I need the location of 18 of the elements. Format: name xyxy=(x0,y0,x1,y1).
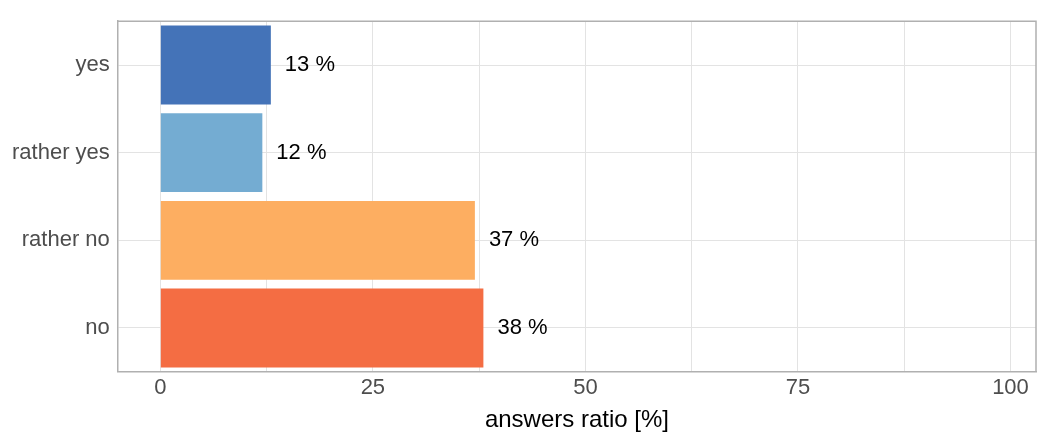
data-label: 12 % xyxy=(276,138,327,164)
bar xyxy=(160,288,484,368)
x-tick-label: 25 xyxy=(360,374,386,400)
y-tick-label: no xyxy=(85,314,110,340)
x-tick-label: 50 xyxy=(573,374,598,400)
data-label: 37 % xyxy=(488,226,540,252)
x-tick-label: 0 xyxy=(154,374,167,400)
y-tick-label: rather no xyxy=(21,226,110,252)
y-tick-label: yes xyxy=(75,51,110,77)
data-label: 38 % xyxy=(497,314,548,340)
bar xyxy=(160,113,263,193)
bar xyxy=(160,25,271,105)
y-tick-label: rather yes xyxy=(11,138,110,164)
bar xyxy=(160,200,475,280)
data-label: 13 % xyxy=(284,51,335,77)
x-tick-label: 100 xyxy=(992,374,1029,400)
x-axis-title: answers ratio [%] xyxy=(484,405,669,433)
x-tick-label: 75 xyxy=(785,374,811,400)
